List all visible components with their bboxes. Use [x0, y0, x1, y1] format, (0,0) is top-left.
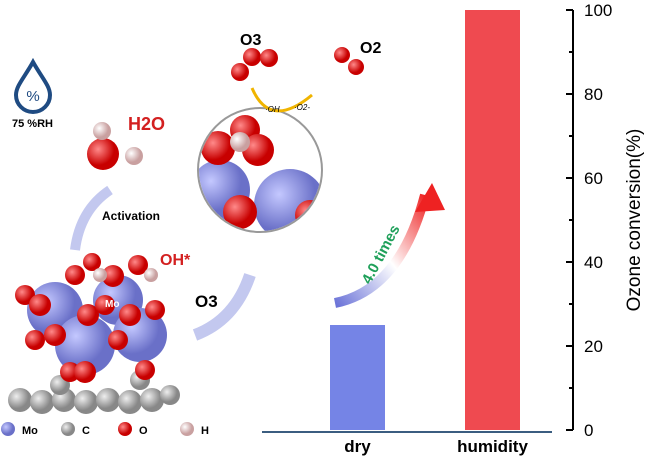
y-tick-label: 100	[584, 1, 612, 20]
mo-cluster: Mo	[8, 253, 180, 414]
oh-label: OH*	[160, 252, 191, 269]
x-tick-label: dry	[344, 437, 371, 456]
y-axis-title: Ozone conversion(%)	[624, 129, 645, 312]
bar-humidity	[465, 10, 520, 430]
legend-swatch-o	[118, 422, 132, 436]
o2-label: O2	[360, 40, 381, 57]
y-tick-label: 60	[584, 169, 603, 188]
y-tick-label: 20	[584, 337, 603, 356]
y-tick-label: 80	[584, 85, 603, 104]
bar-dry	[330, 325, 385, 430]
radical-oh: ·OH	[265, 105, 280, 114]
y-tick-label: 40	[584, 253, 603, 272]
atom-legend: Mo C O H	[1, 422, 209, 437]
humidity-symbol: %	[26, 88, 39, 105]
legend-swatch-c	[61, 422, 75, 436]
legend-label: C	[82, 425, 90, 437]
x-tick-label: humidity	[457, 437, 528, 456]
y-tick-label: 0	[584, 421, 593, 440]
water-label: H2O	[128, 114, 165, 134]
humidity-drop-icon: %	[13, 57, 53, 114]
o3-top-label: O3	[240, 32, 261, 49]
humidity-label: 75 %RH	[12, 118, 53, 130]
activation-arrow	[70, 185, 113, 251]
activation-label: Activation	[102, 209, 160, 223]
oxygen-molecule	[334, 47, 364, 75]
magnified-view	[197, 87, 323, 233]
legend-label: H	[201, 425, 209, 437]
legend-swatch-mo	[1, 422, 15, 436]
legend-swatch-h	[180, 422, 194, 436]
legend-label: Mo	[22, 425, 38, 437]
increase-arrowhead	[415, 183, 445, 212]
radical-o2: ·O2-	[294, 103, 310, 112]
o3-arrow	[192, 272, 256, 341]
water-molecule	[87, 122, 143, 170]
increase-arrow	[333, 193, 430, 308]
mo-label: Mo	[105, 299, 119, 310]
legend-label: O	[139, 425, 148, 437]
ozone-molecule	[231, 48, 278, 81]
bar-chart: dry humidity 0 20 40 60 80 100	[330, 1, 612, 456]
o3-arrow-label: O3	[195, 292, 218, 311]
